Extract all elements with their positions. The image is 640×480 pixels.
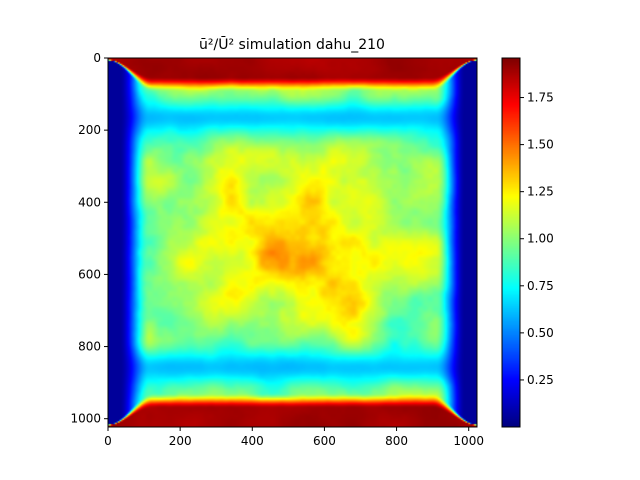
- y-tick-label: 200: [78, 123, 101, 137]
- colorbar-tick-label: 0.25: [527, 373, 554, 387]
- x-tick-label: 400: [241, 434, 264, 448]
- y-tick-label: 0: [93, 51, 101, 65]
- y-tick-label: 600: [78, 267, 101, 281]
- chart-title: ū²/Ū² simulation dahu_210: [199, 36, 385, 53]
- colorbar-tick-label: 0.75: [527, 279, 554, 293]
- colorbar-tick-label: 0.50: [527, 326, 554, 340]
- y-tick-label: 1000: [70, 412, 101, 426]
- heatmap-plot-area: [107, 57, 478, 428]
- colorbar-tick-label: 1.00: [527, 232, 554, 246]
- x-tick-label: 600: [313, 434, 336, 448]
- colorbar-frame: [501, 57, 521, 428]
- x-tick-label: 200: [169, 434, 192, 448]
- colorbar: 0.25 0.50 0.75 1.00 1.25 1.50 1.75: [501, 57, 554, 428]
- colorbar-tick-label: 1.75: [527, 91, 554, 105]
- x-axis: 0 200 400 600 800 1000: [104, 427, 484, 448]
- x-tick-label: 800: [385, 434, 408, 448]
- heatmap-image: [108, 58, 477, 427]
- colorbar-tick-label: 1.25: [527, 185, 554, 199]
- x-tick-label: 1000: [453, 434, 484, 448]
- y-tick-label: 400: [78, 195, 101, 209]
- y-tick-label: 800: [78, 340, 101, 354]
- x-tick-label: 0: [104, 434, 112, 448]
- colorbar-ticks: 0.25 0.50 0.75 1.00 1.25 1.50 1.75: [520, 91, 554, 387]
- colorbar-tick-label: 1.50: [527, 138, 554, 152]
- colorbar-gradient: [502, 58, 520, 427]
- plot-frame: [107, 57, 478, 428]
- y-axis: 0 200 400 600 800 1000: [70, 51, 108, 426]
